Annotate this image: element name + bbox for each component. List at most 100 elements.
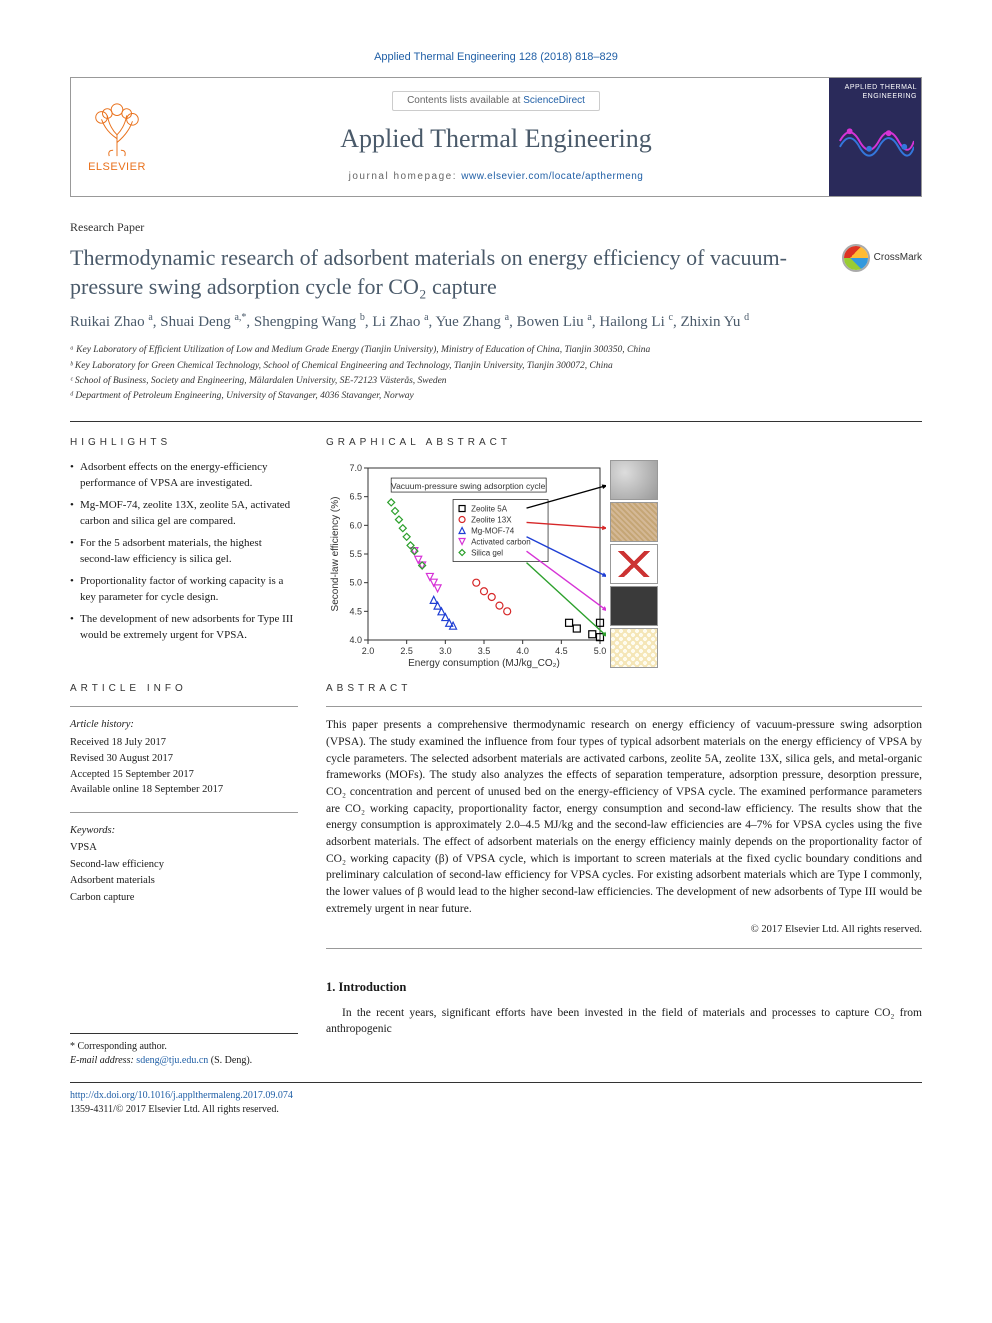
highlight-item: For the 5 adsorbent materials, the highe…: [70, 536, 298, 568]
journal-homepage-line: journal homepage: www.elsevier.com/locat…: [349, 170, 644, 184]
keywords-label: Keywords:: [70, 823, 298, 839]
svg-text:4.0: 4.0: [516, 646, 529, 656]
svg-text:2.0: 2.0: [362, 646, 375, 656]
homepage-url[interactable]: www.elsevier.com/locate/apthermeng: [461, 171, 643, 182]
separator: [326, 706, 922, 707]
svg-text:Second-law efficiency (%): Second-law efficiency (%): [330, 497, 341, 612]
masthead-center: Contents lists available at ScienceDirec…: [163, 78, 829, 196]
separator: [70, 421, 922, 422]
issn-copyright-line: 1359-4311/© 2017 Elsevier Ltd. All right…: [70, 1103, 922, 1117]
email-suffix: (S. Deng).: [208, 1055, 252, 1066]
svg-text:5.0: 5.0: [349, 578, 362, 588]
svg-text:Vacuum-pressure swing adsorpti: Vacuum-pressure swing adsorption cycle: [391, 481, 546, 491]
cover-title: APPLIED THERMAL ENGINEERING: [833, 84, 917, 101]
masthead: ELSEVIER Contents lists available at Sci…: [70, 77, 922, 197]
email-label: E-mail address:: [70, 1055, 136, 1066]
svg-text:3.0: 3.0: [439, 646, 452, 656]
thumb-zeolite-13x: [610, 502, 658, 542]
introduction-heading: 1. Introduction: [326, 979, 922, 997]
affiliation-line: ᶜ School of Business, Society and Engine…: [70, 374, 922, 388]
contents-prefix: Contents lists available at: [407, 95, 523, 106]
contents-lists-line: Contents lists available at ScienceDirec…: [392, 91, 600, 111]
history-label: Article history:: [70, 717, 298, 733]
svg-text:Silica gel: Silica gel: [471, 549, 503, 558]
svg-text:Mg-MOF-74: Mg-MOF-74: [471, 527, 515, 536]
page-footer: http://dx.doi.org/10.1016/j.applthermale…: [70, 1082, 922, 1117]
svg-text:4.5: 4.5: [349, 607, 362, 617]
article-info-section: ARTICLE INFO Article history: Received 1…: [70, 682, 298, 959]
affiliation-line: ᵈ Department of Petroleum Engineering, U…: [70, 389, 922, 403]
svg-text:5.0: 5.0: [594, 646, 606, 656]
journal-reference: Applied Thermal Engineering 128 (2018) 8…: [70, 50, 922, 65]
svg-text:7.0: 7.0: [349, 463, 362, 473]
crossmark-badge[interactable]: CrossMark: [842, 244, 922, 272]
svg-text:Zeolite 13X: Zeolite 13X: [471, 516, 512, 525]
sciencedirect-link[interactable]: ScienceDirect: [523, 95, 585, 106]
crossmark-label: CrossMark: [874, 251, 922, 265]
journal-name: Applied Thermal Engineering: [340, 121, 651, 157]
corresponding-label: * Corresponding author.: [70, 1040, 298, 1054]
history-line: Available online 18 September 2017: [70, 782, 298, 798]
svg-text:4.0: 4.0: [349, 635, 362, 645]
article-info-heading: ARTICLE INFO: [70, 682, 298, 696]
article-history: Article history: Received 18 July 2017Re…: [70, 717, 298, 798]
separator: [326, 948, 922, 949]
graphical-abstract-section: GRAPHICAL ABSTRACT 2.0 2.5 3.0 3.5 4.0 4.5 5.0…: [326, 436, 922, 670]
highlight-item: The development of new adsorbents for Ty…: [70, 612, 298, 644]
keywords-block: Keywords: VPSASecond-law efficiencyAdsor…: [70, 823, 298, 906]
highlight-item: Proportionality factor of working capaci…: [70, 574, 298, 606]
authors-line: Ruikai Zhao a, Shuai Deng a,*, Shengping…: [70, 311, 922, 333]
introduction-text: In the recent years, significant efforts…: [326, 1005, 922, 1038]
history-line: Received 18 July 2017: [70, 735, 298, 751]
highlight-item: Mg-MOF-74, zeolite 13X, zeolite 5A, acti…: [70, 498, 298, 530]
highlights-heading: HIGHLIGHTS: [70, 436, 298, 450]
journal-cover-thumbnail: APPLIED THERMAL ENGINEERING: [829, 78, 921, 196]
elsevier-wordmark: ELSEVIER: [88, 160, 146, 175]
svg-text:Activated carbon: Activated carbon: [471, 538, 531, 547]
elsevier-tree-icon: [88, 100, 146, 158]
corresponding-email-link[interactable]: sdeng@tju.edu.cn: [136, 1055, 208, 1066]
abstract-text: This paper presents a comprehensive ther…: [326, 717, 922, 917]
corresponding-author-footnote: * Corresponding author. E-mail address: …: [70, 1033, 298, 1068]
separator: [70, 706, 298, 707]
svg-text:Energy consumption (MJ/kg_CO₂): Energy consumption (MJ/kg_CO₂): [408, 658, 560, 669]
cover-graphic-icon: [836, 119, 914, 163]
graphical-abstract-heading: GRAPHICAL ABSTRACT: [326, 436, 922, 450]
abstract-heading: ABSTRACT: [326, 682, 922, 696]
thumb-silica-gel: [610, 628, 658, 668]
homepage-prefix: journal homepage:: [349, 171, 462, 182]
history-line: Revised 30 August 2017: [70, 751, 298, 767]
highlights-section: HIGHLIGHTS Adsorbent effects on the ener…: [70, 436, 298, 670]
highlight-item: Adsorbent effects on the energy-efficien…: [70, 460, 298, 492]
svg-text:3.5: 3.5: [478, 646, 491, 656]
affiliation-line: ᵃ Key Laboratory of Efficient Utilizatio…: [70, 343, 922, 357]
affiliation-line: ᵇ Key Laboratory for Green Chemical Tech…: [70, 359, 922, 373]
keyword: Second-law efficiency: [70, 857, 298, 873]
affiliations: ᵃ Key Laboratory of Efficient Utilizatio…: [70, 343, 922, 403]
thumb-mg-mof-74: [610, 544, 658, 584]
crossmark-icon: [842, 244, 870, 272]
thumb-activated-carbon: [610, 586, 658, 626]
article-type: Research Paper: [70, 219, 922, 236]
svg-text:6.0: 6.0: [349, 521, 362, 531]
svg-text:Zeolite 5A: Zeolite 5A: [471, 505, 508, 514]
doi-link[interactable]: http://dx.doi.org/10.1016/j.applthermale…: [70, 1090, 293, 1101]
history-line: Accepted 15 September 2017: [70, 767, 298, 783]
copyright-line: © 2017 Elsevier Ltd. All rights reserved…: [326, 923, 922, 938]
highlights-list: Adsorbent effects on the energy-efficien…: [70, 460, 298, 643]
graphical-abstract-chart: 2.0 2.5 3.0 3.5 4.0 4.5 5.0 4.0 4.5 5.0 5.5 6.0 6.5 7…: [326, 460, 606, 670]
keyword: Adsorbent materials: [70, 873, 298, 889]
svg-text:6.5: 6.5: [349, 492, 362, 502]
svg-text:4.5: 4.5: [555, 646, 568, 656]
publisher-logo-block: ELSEVIER: [71, 78, 163, 196]
introduction-section: 1. Introduction In the recent years, sig…: [326, 979, 922, 1068]
svg-text:5.5: 5.5: [349, 549, 362, 559]
keyword: VPSA: [70, 840, 298, 856]
abstract-section: ABSTRACT This paper presents a comprehen…: [326, 682, 922, 959]
svg-text:2.5: 2.5: [400, 646, 413, 656]
keyword: Carbon capture: [70, 890, 298, 906]
separator: [70, 812, 298, 813]
material-thumbnails: [610, 460, 658, 668]
article-title: Thermodynamic research of adsorbent mate…: [70, 244, 826, 301]
thumb-zeolite-5a: [610, 460, 658, 500]
